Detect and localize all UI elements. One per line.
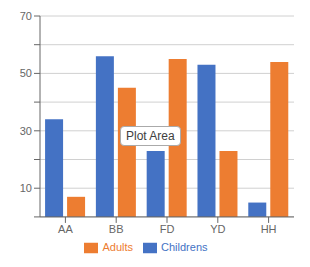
html-text:Adults: Adults — [102, 240, 133, 253]
html-text:Childrens: Childrens — [161, 240, 208, 253]
svg-text:BB: BB — [109, 223, 124, 235]
svg-text:FD: FD — [160, 223, 175, 235]
svg-text:70: 70 — [20, 10, 32, 22]
svg-text:HH: HH — [261, 223, 277, 235]
svg-text:10: 10 — [20, 182, 32, 194]
svg-text:50: 50 — [20, 67, 32, 79]
svg-text:YD: YD — [210, 223, 225, 235]
svg-text:AA: AA — [58, 223, 73, 235]
svg-text:30: 30 — [20, 125, 32, 137]
html-text:Plot Area: Plot Area — [126, 129, 175, 143]
